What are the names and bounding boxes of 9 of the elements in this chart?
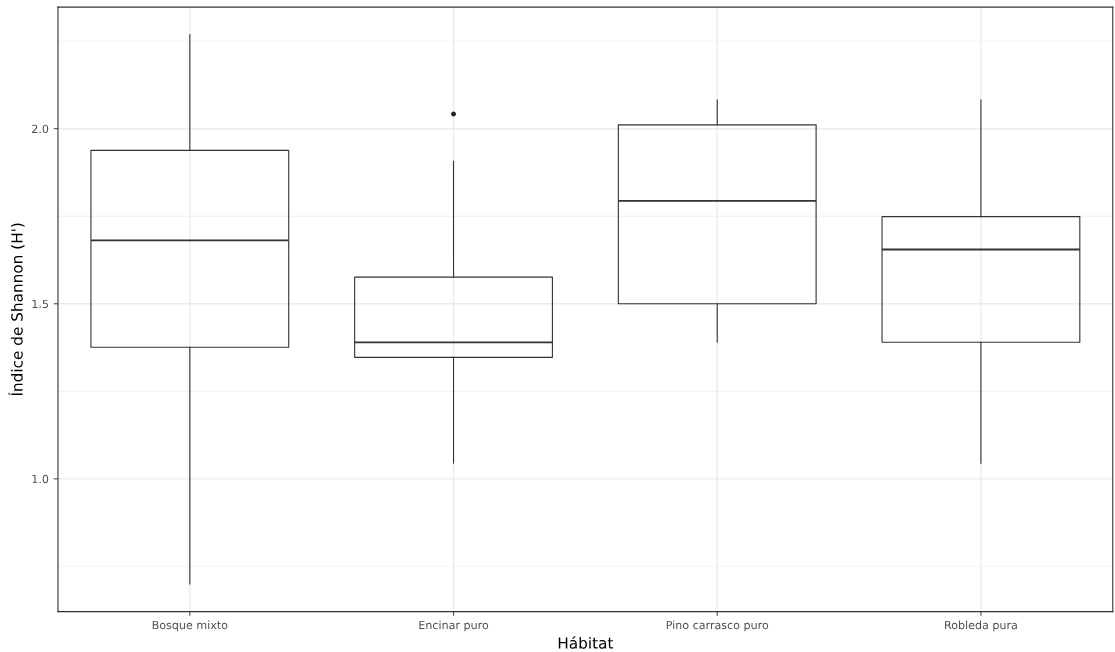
y-tick-label: 1.5 [32, 299, 48, 309]
y-tick-label: 1.0 [32, 474, 49, 484]
x-tick-label: Encinar puro [419, 620, 489, 632]
x-axis-title: Hábitat [558, 636, 614, 649]
y-tick-label: 2.0 [32, 124, 49, 134]
y-axis-title: Índice de Shannon (H') [8, 223, 25, 396]
x-tick-label: Pino carrasco puro [666, 620, 769, 632]
x-tick-label: Bosque mixto [152, 620, 228, 632]
x-tick-label: Robleda pura [945, 620, 1017, 632]
